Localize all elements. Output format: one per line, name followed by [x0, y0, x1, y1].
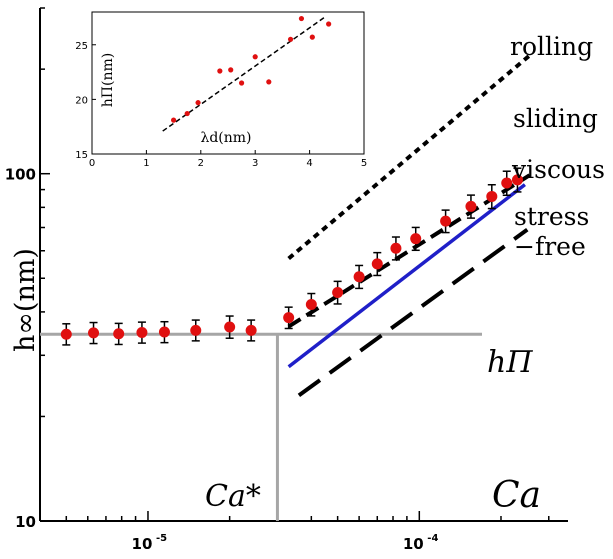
inset-data-point [228, 67, 234, 73]
data-point [486, 190, 498, 202]
data-point [371, 258, 383, 270]
annotation-rolling: rolling [510, 32, 593, 61]
inset-chart: 0 1 2 3 4 5 15 20 25 λd(nm) hΠ(nm) [75, 11, 367, 169]
inset-y-tick-label: 15 [75, 150, 88, 161]
inset-x-tick-label: 5 [361, 158, 367, 169]
annotation-stress: stress [514, 202, 589, 231]
data-point [440, 215, 452, 227]
inset-data-point [239, 80, 245, 86]
data-point [410, 233, 422, 245]
inset-frame [91, 11, 365, 155]
main-plot-marks [40, 53, 531, 521]
line-stressfree [297, 228, 529, 397]
inset-x-tick-label: 4 [306, 158, 312, 169]
data-point [113, 328, 125, 340]
inset-data-point [287, 36, 294, 42]
data-point [511, 174, 523, 186]
inset-x-tick-label: 2 [198, 158, 204, 169]
data-point [190, 324, 202, 336]
inset-fit-line [162, 15, 327, 132]
inset-x-tick-label: 3 [252, 158, 258, 169]
line-viscous [287, 183, 526, 369]
x-tick-label: 10 [403, 535, 424, 553]
inset-y-tick-label: 20 [75, 95, 88, 106]
data-point [136, 326, 148, 338]
inset-data-point [298, 15, 305, 22]
y-tick-label: 10 [15, 513, 36, 531]
inset-x-tick-label: 0 [89, 158, 95, 169]
data-point [501, 177, 513, 189]
inset-x-axis-label: λd(nm) [200, 130, 251, 146]
data-point [224, 321, 236, 333]
y-axis-label: h∞(nm) [10, 248, 41, 352]
data-point [88, 327, 100, 339]
data-point [60, 328, 72, 340]
data-point [158, 326, 170, 338]
inset-data-point [217, 68, 223, 74]
x-tick-label: 10 [132, 535, 153, 553]
y-tick-label: 100 [5, 166, 36, 184]
inset-y-tick-label: 25 [75, 41, 88, 52]
data-point [245, 324, 257, 336]
line-rolling [287, 53, 531, 261]
inset-data-point [326, 21, 332, 27]
inset-data-point [195, 100, 201, 106]
data-point [305, 299, 317, 311]
x-tick-exponent: -5 [156, 533, 167, 544]
inset-data-point [252, 54, 258, 60]
inset-y-axis-label: hΠ(nm) [100, 53, 116, 107]
data-point [353, 271, 365, 283]
annotation-viscous: viscous [511, 155, 605, 184]
inset-data-point [266, 79, 272, 85]
data-point [465, 200, 477, 212]
x-axis-label: Ca [492, 475, 541, 516]
annotation-ca-star: Ca* [205, 479, 261, 514]
inset-data-point [171, 117, 177, 123]
annotation-sliding: sliding [513, 104, 598, 133]
annotation-free: −free [514, 232, 586, 261]
data-point [283, 312, 295, 324]
x-tick-exponent: -4 [427, 533, 438, 544]
data-point [390, 242, 402, 254]
annotation-h-pi: hΠ [487, 345, 533, 380]
inset-x-tick-label: 1 [143, 158, 149, 169]
inset-data-point [309, 34, 315, 40]
data-point [332, 286, 344, 298]
inset-data-point [184, 110, 190, 117]
